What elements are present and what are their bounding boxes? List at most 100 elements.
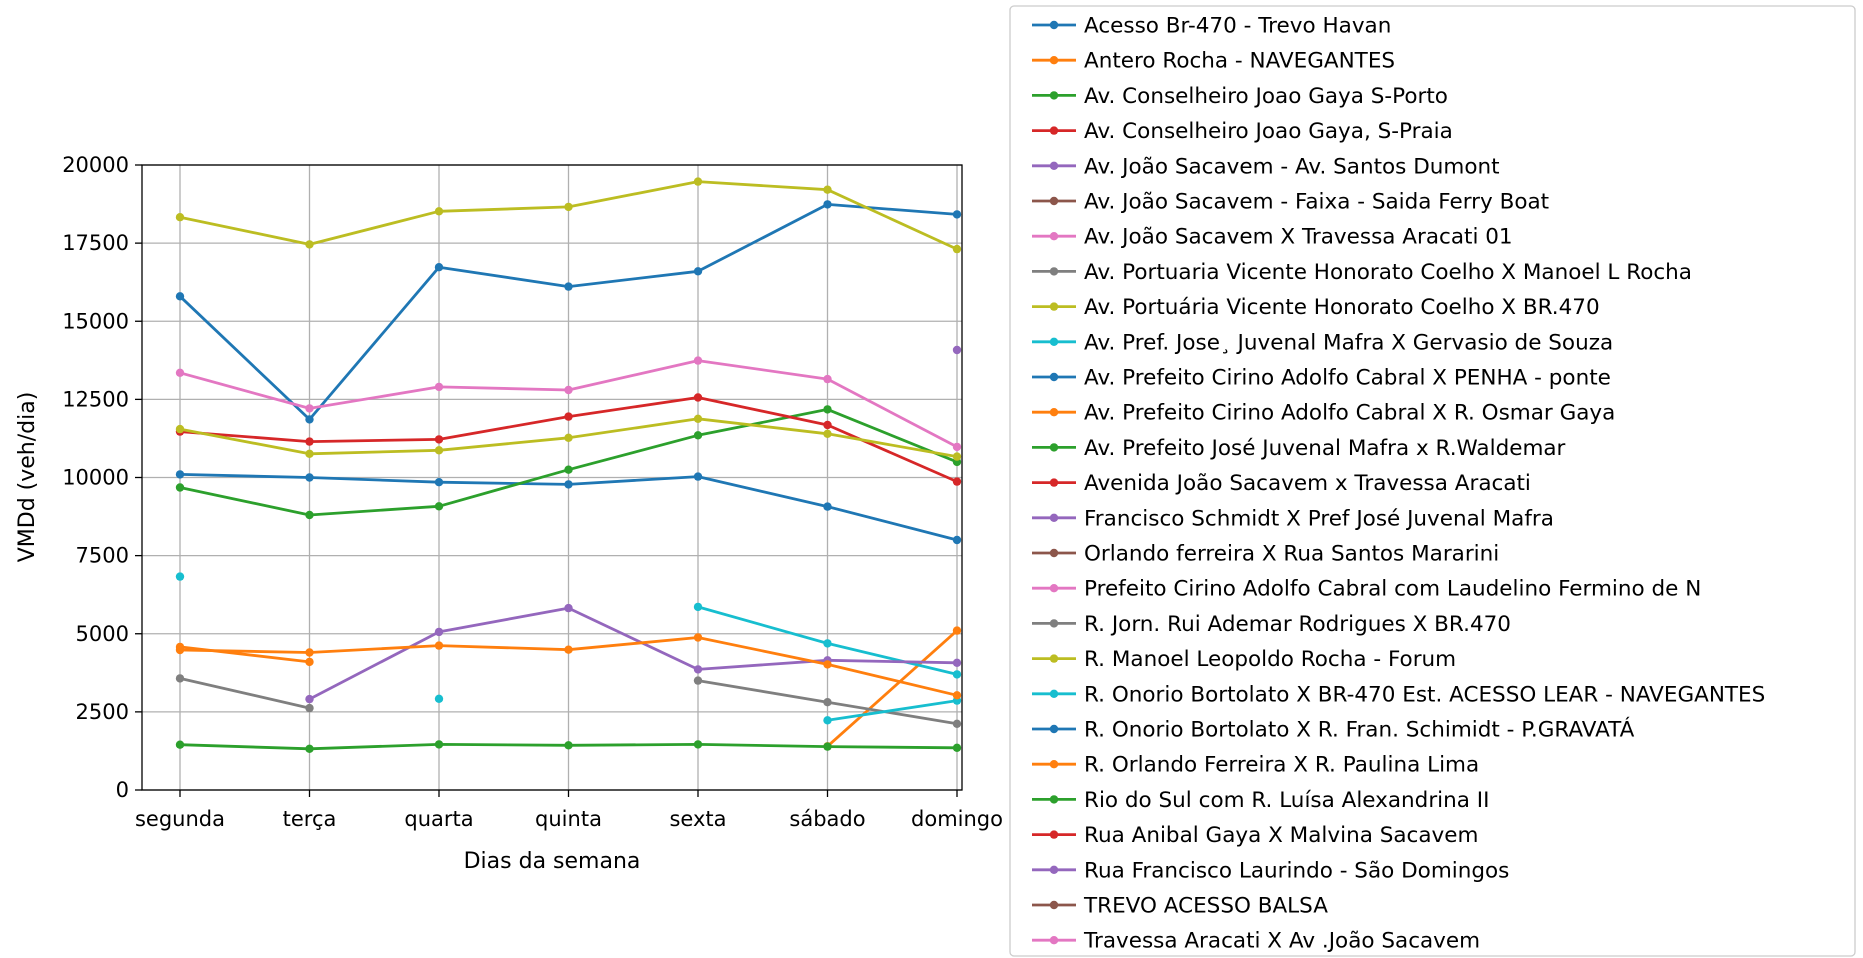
legend-label: Prefeito Cirino Adolfo Cabral com Laudel… bbox=[1084, 577, 1701, 602]
series-19 bbox=[175, 177, 962, 254]
data-point bbox=[434, 641, 444, 650]
legend-marker bbox=[1049, 936, 1059, 945]
series-line bbox=[826, 629, 958, 748]
x-tick-label: segunda bbox=[135, 807, 225, 831]
data-point bbox=[564, 282, 573, 291]
legend-marker bbox=[1049, 619, 1059, 628]
series-12 bbox=[175, 642, 314, 667]
data-point bbox=[434, 694, 444, 703]
x-axis-label: Dias da semana bbox=[464, 849, 641, 874]
data-point bbox=[434, 502, 444, 511]
data-point bbox=[693, 393, 703, 402]
legend-marker bbox=[1049, 372, 1059, 382]
data-point bbox=[305, 657, 314, 667]
legend-item: TREVO ACESSO BALSA bbox=[1032, 894, 1328, 919]
legend-frame bbox=[1009, 5, 1856, 957]
legend-marker bbox=[1049, 232, 1059, 241]
data-point bbox=[952, 210, 962, 219]
data-point bbox=[693, 676, 703, 685]
data-point bbox=[305, 703, 314, 713]
data-point bbox=[693, 414, 703, 423]
legend-marker bbox=[1049, 443, 1059, 452]
legend-marker bbox=[1049, 760, 1059, 769]
legend-item: Avenida João Sacavem x Travessa Aracati bbox=[1032, 471, 1531, 496]
data-point bbox=[693, 665, 703, 674]
data-point bbox=[564, 465, 573, 474]
legend-item: Av. Prefeito José Juvenal Mafra x R.Wald… bbox=[1032, 436, 1566, 461]
legend-label: Orlando ferreira X Rua Santos Mararini bbox=[1084, 542, 1499, 567]
legend-marker bbox=[1049, 478, 1059, 487]
legend-item: Acesso Br-470 - Trevo Havan bbox=[1032, 14, 1391, 39]
data-point bbox=[305, 648, 314, 657]
data-point bbox=[564, 603, 573, 613]
legend-label: Av. Prefeito José Juvenal Mafra x R.Wald… bbox=[1084, 436, 1566, 461]
y-tick-label: 12500 bbox=[62, 387, 129, 411]
data-point bbox=[823, 420, 832, 430]
data-point bbox=[175, 368, 185, 377]
y-tick-label: 5000 bbox=[76, 622, 129, 646]
y-tick-label: 7500 bbox=[76, 544, 129, 568]
legend-marker bbox=[1049, 302, 1059, 311]
legend: Acesso Br-470 - Trevo Havan Antero Rocha … bbox=[1009, 5, 1856, 957]
series-8 bbox=[175, 674, 962, 728]
legend-label: Av. João Sacavem - Av. Santos Dumont bbox=[1084, 154, 1500, 179]
data-point bbox=[305, 240, 314, 249]
legend-label: Av. João Sacavem - Faixa - Saida Ferry B… bbox=[1084, 190, 1549, 215]
data-point bbox=[305, 744, 314, 753]
legend-marker bbox=[1049, 689, 1059, 698]
data-point bbox=[305, 437, 314, 446]
legend-label: Av. João Sacavem X Travessa Aracati 01 bbox=[1084, 225, 1513, 250]
legend-marker bbox=[1049, 548, 1059, 558]
legend-label: R. Onorio Bortolato X BR-470 Est. ACESSO… bbox=[1084, 682, 1765, 707]
legend-marker bbox=[1049, 865, 1059, 874]
legend-item: Antero Rocha - NAVEGANTES bbox=[1032, 49, 1395, 74]
data-point bbox=[952, 477, 962, 486]
legend-item: Av. Conselheiro Joao Gaya, S-Praia bbox=[1032, 119, 1453, 144]
data-point bbox=[952, 345, 962, 355]
legend-item: R. Onorio Bortolato X R. Fran. Schimidt … bbox=[1032, 717, 1635, 743]
data-point bbox=[434, 478, 444, 487]
series-22 bbox=[175, 633, 962, 700]
data-point bbox=[693, 431, 703, 440]
data-point bbox=[823, 374, 832, 384]
legend-marker bbox=[1049, 654, 1059, 663]
series-15 bbox=[305, 603, 962, 704]
x-tick-label: quinta bbox=[535, 807, 602, 831]
series-5 bbox=[952, 345, 962, 355]
legend-item: Prefeito Cirino Adolfo Cabral com Laudel… bbox=[1032, 577, 1701, 602]
data-point bbox=[434, 627, 444, 637]
legend-marker bbox=[1049, 126, 1059, 135]
legend-marker bbox=[1049, 267, 1059, 276]
data-point bbox=[823, 742, 832, 751]
y-axis: 0 2500 5000 7500 10000 12500 15000 17500 20000 bbox=[62, 153, 142, 802]
data-point bbox=[952, 244, 962, 254]
legend-marker bbox=[1049, 196, 1059, 206]
legend-marker bbox=[1049, 337, 1059, 346]
data-point bbox=[952, 442, 962, 452]
legend-item: Av. João Sacavem X Travessa Aracati 01 bbox=[1032, 225, 1513, 250]
legend-label: Rua Francisco Laurindo - São Domingos bbox=[1084, 858, 1509, 883]
data-point bbox=[175, 424, 185, 434]
legend-label: Av. Conselheiro Joao Gaya S-Porto bbox=[1084, 84, 1448, 109]
legend-label: R. Jorn. Rui Ademar Rodrigues X BR.470 bbox=[1084, 612, 1511, 637]
legend-label: Rio do Sul com R. Luísa Alexandrina II bbox=[1084, 788, 1489, 813]
data-point bbox=[434, 263, 444, 272]
data-point bbox=[693, 740, 703, 749]
legend-item: Av. João Sacavem - Av. Santos Dumont bbox=[1032, 154, 1500, 179]
data-point bbox=[952, 691, 962, 700]
legend-item: Av. Prefeito Cirino Adolfo Cabral X PENH… bbox=[1032, 366, 1611, 391]
legend-item: Rua Anibal Gaya X Malvina Sacavem bbox=[1032, 823, 1478, 848]
y-tick-label: 10000 bbox=[62, 466, 129, 490]
legend-item: R. Orlando Ferreira X R. Paulina Lima bbox=[1032, 753, 1479, 778]
legend-items: Acesso Br-470 - Trevo Havan Antero Rocha … bbox=[1032, 14, 1765, 954]
x-tick-label: terça bbox=[283, 807, 337, 831]
legend-label: R. Manoel Leopoldo Rocha - Forum bbox=[1084, 647, 1456, 672]
data-point bbox=[952, 535, 962, 545]
legend-label: Antero Rocha - NAVEGANTES bbox=[1084, 49, 1395, 74]
legend-marker bbox=[1049, 161, 1059, 170]
data-point bbox=[175, 645, 185, 655]
data-point bbox=[952, 719, 962, 728]
legend-item: Rio do Sul com R. Luísa Alexandrina II bbox=[1032, 788, 1489, 813]
legend-label: Av. Portuaria Vicente Honorato Coelho X … bbox=[1084, 260, 1692, 285]
legend-label: R. Onorio Bortolato X R. Fran. Schimidt … bbox=[1084, 717, 1635, 743]
